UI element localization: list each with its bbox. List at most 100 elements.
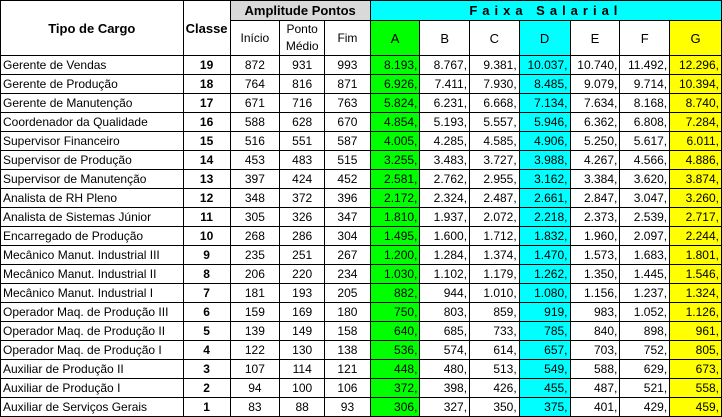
- classe-cell: 1: [182, 397, 231, 417]
- faixa-f-cell: 1.445,: [619, 264, 671, 284]
- faixa-d-cell: 455,: [518, 378, 571, 398]
- faixa-f-cell: 1.052,: [619, 302, 671, 322]
- faixa-e-cell: 5.250,: [569, 131, 621, 151]
- faixa-d-cell: 657,: [518, 340, 571, 360]
- table-row: Supervisor de Manutenção 13 397 424 452 2.581…: [0, 169, 722, 189]
- faixa-f-cell: 429,: [619, 397, 671, 417]
- faixa-b-cell: 685,: [419, 321, 471, 341]
- faixa-d-cell: 1.832,: [518, 226, 571, 246]
- faixa-b-cell: 327,: [419, 397, 471, 417]
- table-row: Analista de Sistemas Júnior 11 305 326 347 1.…: [0, 207, 722, 227]
- fim-cell: 158: [324, 321, 371, 341]
- faixa-g-cell: 6.011,: [669, 131, 722, 151]
- ponto-medio-cell: 251: [279, 245, 326, 265]
- table-row: Supervisor de Produção 14 453 483 515 3.255, 3…: [0, 150, 722, 170]
- faixa-c-cell: 5.557,: [469, 112, 520, 132]
- classe-cell: 15: [182, 131, 231, 151]
- classe-cell: 4: [182, 340, 231, 360]
- faixa-g-cell: 673,: [669, 359, 722, 379]
- faixa-d-cell: 8.485,: [518, 74, 571, 94]
- fim-cell: 121: [324, 359, 371, 379]
- ponto-medio-cell: 88: [279, 397, 326, 417]
- faixa-e-cell: 703,: [569, 340, 621, 360]
- classe-cell: 3: [182, 359, 231, 379]
- faixa-g-cell: 8.740,: [669, 93, 722, 113]
- fim-cell: 871: [324, 74, 371, 94]
- faixa-a-cell: 5.824,: [369, 93, 421, 113]
- faixa-g-header: G: [669, 20, 722, 56]
- faixa-a-cell: 8.193,: [369, 55, 421, 75]
- ponto-medio-cell: 169: [279, 302, 326, 322]
- faixa-g-cell: 1.801,: [669, 245, 722, 265]
- faixa-f-cell: 1.237,: [619, 283, 671, 303]
- table-row: Auxiliar de Produção I 2 94 100 106 372, 398, 4…: [0, 378, 722, 398]
- table-row: Gerente de Vendas 19 872 931 993 8.193, 8.767,…: [0, 55, 722, 75]
- faixa-a-cell: 448,: [369, 359, 421, 379]
- faixa-a-cell: 1.030,: [369, 264, 421, 284]
- cargo-cell: Coordenador da Qualidade: [0, 112, 184, 132]
- classe-cell: 14: [182, 150, 231, 170]
- inicio-cell: 83: [229, 397, 281, 417]
- inicio-cell: 159: [229, 302, 281, 322]
- fim-cell: 106: [324, 378, 371, 398]
- faixa-e-cell: 3.384,: [569, 169, 621, 189]
- inicio-cell: 671: [229, 93, 281, 113]
- inicio-cell: 94: [229, 378, 281, 398]
- faixa-f-cell: 629,: [619, 359, 671, 379]
- faixa-g-cell: 2.717,: [669, 207, 722, 227]
- faixa-g-cell: 1.126,: [669, 302, 722, 322]
- cargo-cell: Analista de Sistemas Júnior: [0, 207, 184, 227]
- fim-cell: 993: [324, 55, 371, 75]
- faixa-b-cell: 5.193,: [419, 112, 471, 132]
- ponto-medio-cell: 100: [279, 378, 326, 398]
- faixa-c-cell: 733,: [469, 321, 520, 341]
- fim-cell: 515: [324, 150, 371, 170]
- table-row: Encarregado de Produção 10 268 286 304 1.495,…: [0, 226, 722, 246]
- cargo-cell: Operador Maq. de Produção II: [0, 321, 184, 341]
- header-row-1: Tipo de Cargo Classe Amplitude Pontos Fa…: [0, 0, 722, 56]
- fim-cell: 587: [324, 131, 371, 151]
- faixa-f-cell: 2.539,: [619, 207, 671, 227]
- fim-cell: 347: [324, 207, 371, 227]
- inicio-cell: 206: [229, 264, 281, 284]
- faixa-a-cell: 1.810,: [369, 207, 421, 227]
- faixa-d-cell: 2.218,: [518, 207, 571, 227]
- table-row: Gerente de Manutenção 17 671 716 763 5.824, 6.…: [0, 93, 722, 113]
- faixa-b-cell: 398,: [419, 378, 471, 398]
- tipo-de-cargo-header: Tipo de Cargo: [0, 0, 184, 56]
- inicio-cell: 588: [229, 112, 281, 132]
- faixa-b-cell: 574,: [419, 340, 471, 360]
- faixa-a-cell: 2.172,: [369, 188, 421, 208]
- faixa-e-header: E: [569, 20, 621, 56]
- cargo-cell: Gerente de Produção: [0, 74, 184, 94]
- faixa-a-cell: 6.926,: [369, 74, 421, 94]
- table-row: Mecânico Manut. Industrial III 9 235 251 267…: [0, 245, 722, 265]
- faixa-a-cell: 882,: [369, 283, 421, 303]
- faixa-a-cell: 1.495,: [369, 226, 421, 246]
- faixa-b-cell: 7.411,: [419, 74, 471, 94]
- ponto-medio-cell: 114: [279, 359, 326, 379]
- table-body: Gerente de Vendas 19 872 931 993 8.193, 8.767,…: [0, 55, 722, 417]
- faixa-a-cell: 640,: [369, 321, 421, 341]
- fim-cell: 180: [324, 302, 371, 322]
- faixa-a-cell: 1.200,: [369, 245, 421, 265]
- faixa-b-cell: 944,: [419, 283, 471, 303]
- faixa-e-cell: 1.960,: [569, 226, 621, 246]
- faixa-g-cell: 558,: [669, 378, 722, 398]
- table-row: Operador Maq. de Produção III 6 159 169 180 7…: [0, 302, 722, 322]
- faixa-d-cell: 10.037,: [518, 55, 571, 75]
- faixa-f-cell: 3.047,: [619, 188, 671, 208]
- faixa-a-cell: 306,: [369, 397, 421, 417]
- faixa-g-cell: 3.260,: [669, 188, 722, 208]
- classe-cell: 5: [182, 321, 231, 341]
- faixa-d-cell: 919,: [518, 302, 571, 322]
- ponto-medio-cell: 130: [279, 340, 326, 360]
- faixa-g-cell: 2.244,: [669, 226, 722, 246]
- faixa-c-cell: 1.712,: [469, 226, 520, 246]
- table-row: Supervisor Financeiro 15 516 551 587 4.005, 4.…: [0, 131, 722, 151]
- faixa-c-cell: 4.585,: [469, 131, 520, 151]
- ponto-medio-cell: 424: [279, 169, 326, 189]
- faixa-e-cell: 2.373,: [569, 207, 621, 227]
- classe-cell: 6: [182, 302, 231, 322]
